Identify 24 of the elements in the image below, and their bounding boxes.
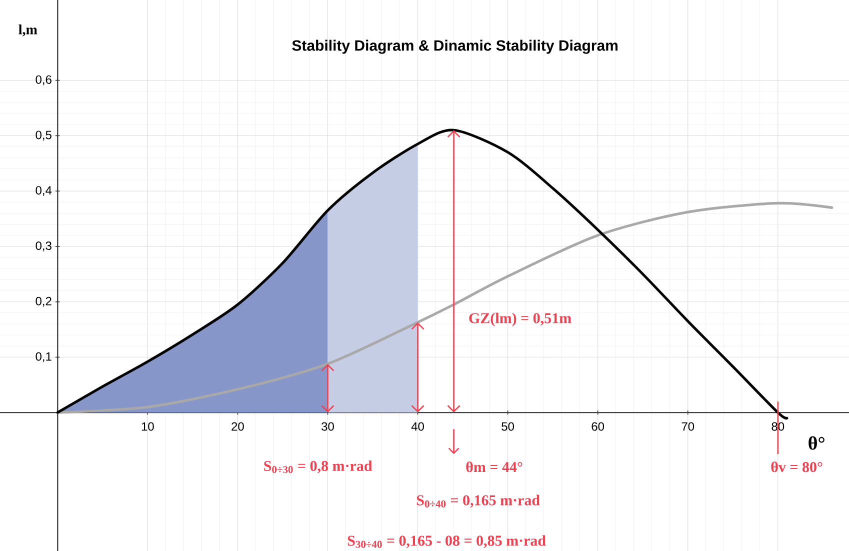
- x-tick-label: 40: [411, 422, 424, 431]
- text: Stability Diagram & Dinamic Stability Diagram: [292, 40, 618, 54]
- x-tick-label: 50: [502, 422, 514, 431]
- x-tick-label: 20: [232, 422, 244, 431]
- y-tick-label: 0,5: [36, 130, 52, 141]
- x-tick-label: 60: [592, 422, 604, 431]
- y-tick-label: 0,4: [36, 186, 52, 196]
- annotation: θv = 80°: [771, 462, 822, 472]
- y-axis-title: l,m: [18, 24, 38, 36]
- annotation: S$_{30÷40}$ = 0,165 - 08 = 0,85 m·rad: [348, 535, 546, 548]
- line-series: [56, 128, 788, 420]
- y-tick-label: 0,3: [36, 241, 52, 252]
- y-tick-label: 0,1: [36, 352, 52, 362]
- x-axis-title: θ°: [808, 436, 824, 450]
- annotation: S$_{0÷40}$ = 0,165 m·rad: [416, 494, 540, 508]
- annotation: GZ(lm) = 0,51m: [469, 312, 572, 326]
- x-tick-label: 30: [322, 422, 334, 431]
- x-tick-label: 10: [142, 422, 154, 431]
- x-tick-label: 70: [682, 422, 694, 431]
- annotation: θm = 44°: [466, 462, 522, 472]
- y-tick-label: 0,6: [36, 75, 52, 86]
- y-tick-label: 0,2: [36, 296, 52, 307]
- annotation: S$_{0÷30}$ = 0,8 m·rad: [264, 460, 372, 474]
- line-series: [56, 202, 834, 414]
